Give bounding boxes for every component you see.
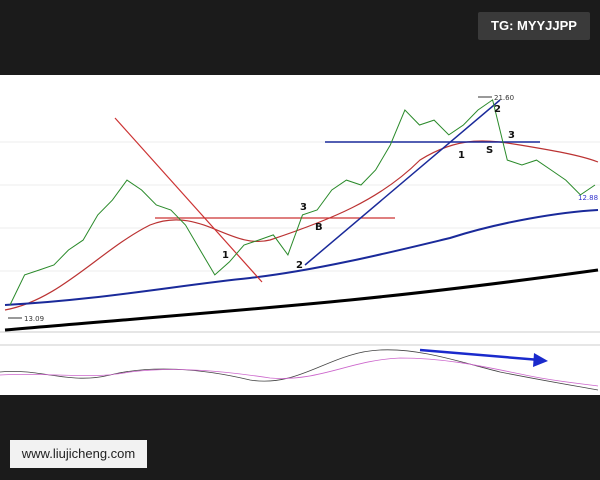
- badge-bottom: www.liujicheng.com: [10, 440, 147, 468]
- trendline: [114, 117, 263, 283]
- annotation: 1: [458, 150, 465, 161]
- annotation: 3: [300, 202, 307, 213]
- badge-top: TG: MYYJJPP: [478, 12, 590, 40]
- trendline: [304, 99, 501, 266]
- indicator-line: [0, 349, 599, 391]
- arrow: [419, 348, 541, 362]
- ma-black: [4, 268, 599, 332]
- arrow-head: [533, 353, 548, 367]
- price-label: 21.60: [494, 94, 514, 102]
- annotation: S: [486, 145, 493, 156]
- ma-red: [4, 140, 599, 311]
- price-label: 13.09: [24, 315, 44, 323]
- ma-blue: [4, 209, 599, 306]
- price-line: [9, 99, 596, 306]
- annotation: 2: [494, 104, 501, 115]
- annotation: 3: [508, 130, 515, 141]
- annotation: 1: [222, 250, 229, 261]
- indicator-line: [0, 357, 599, 387]
- annotation: B: [315, 222, 323, 233]
- chart-bg: [0, 75, 600, 395]
- annotation: 2: [296, 260, 303, 271]
- price-label: 12.88: [578, 194, 598, 202]
